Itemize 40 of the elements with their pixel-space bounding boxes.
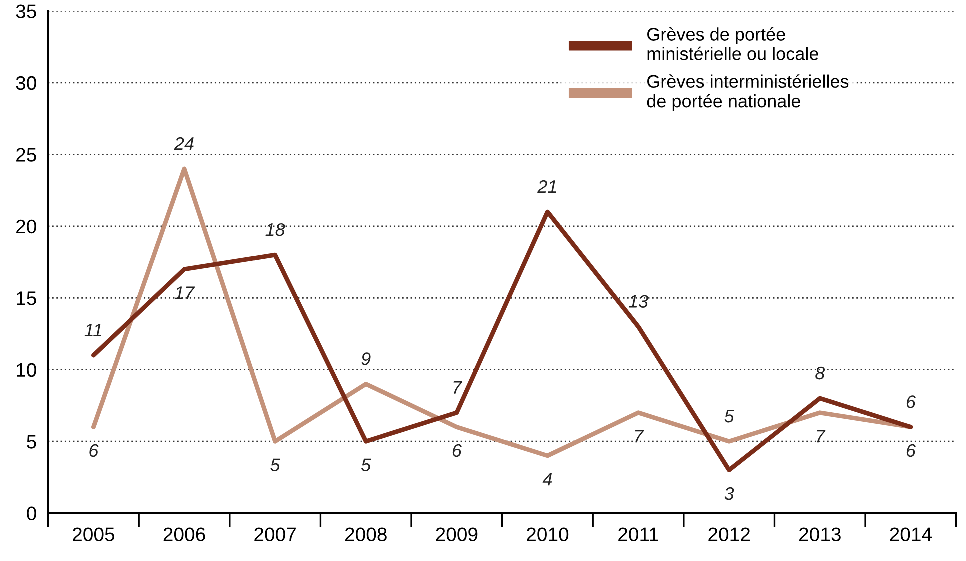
- y-tick-label: 30: [16, 76, 36, 90]
- y-tick-label: 10: [17, 363, 36, 378]
- data-label: 7: [816, 430, 826, 443]
- data-label: 5: [724, 410, 734, 423]
- data-label: 5: [270, 458, 280, 472]
- x-tick-label: 2009: [436, 528, 478, 542]
- data-label: 3: [724, 487, 734, 500]
- x-tick-label: 2007: [254, 528, 296, 542]
- data-label: 4: [542, 473, 552, 486]
- x-tick-label: 2006: [164, 528, 206, 542]
- data-label: 6: [90, 444, 99, 458]
- data-label: 8: [816, 366, 826, 380]
- legend-label: Grèves de portée ministérielle ou locale: [648, 27, 818, 60]
- data-label: 6: [906, 444, 916, 458]
- y-tick-label: 15: [17, 292, 36, 306]
- y-tick-label: 35: [16, 4, 36, 18]
- data-label: 11: [84, 324, 102, 336]
- x-tick-label: 2014: [890, 528, 932, 542]
- x-tick-label: 2008: [345, 528, 387, 542]
- data-label: 7: [635, 430, 644, 443]
- x-tick-label: 2005: [73, 528, 115, 542]
- x-tick-label: 2013: [799, 528, 841, 542]
- y-tick-label: 20: [16, 220, 36, 234]
- legend-label: Grèves interministérielles de portée nationale: [647, 74, 849, 112]
- data-label: 5: [362, 458, 372, 472]
- x-tick-label: 2010: [527, 528, 569, 542]
- data-label: 13: [628, 295, 648, 308]
- y-tick-label: 25: [16, 148, 36, 162]
- y-tick-label: 5: [27, 435, 36, 449]
- data-label: 7: [454, 381, 462, 394]
- data-label: 6: [452, 444, 462, 458]
- data-label: 21: [538, 180, 556, 194]
- data-label: 24: [174, 137, 194, 150]
- x-tick-label: 2012: [708, 528, 750, 542]
- data-label: 18: [266, 223, 286, 236]
- data-label: 6: [906, 396, 916, 408]
- x-tick-label: 2011: [618, 528, 658, 542]
- data-label: 17: [174, 286, 196, 300]
- y-tick-label: 0: [27, 506, 36, 521]
- data-label: 9: [362, 352, 371, 366]
